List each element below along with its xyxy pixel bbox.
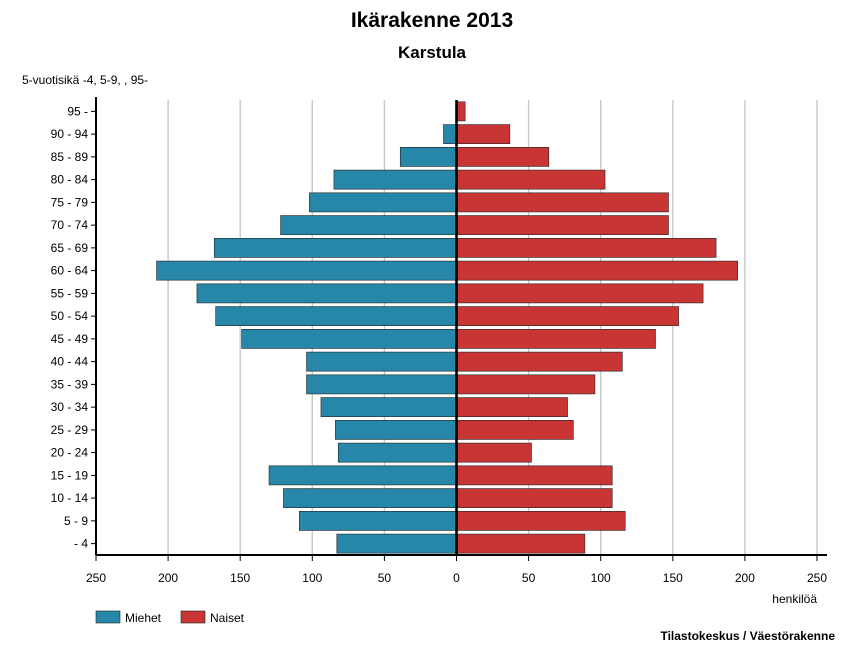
bar-naiset-90-94 <box>456 124 511 144</box>
bar-miehet-35-39 <box>306 374 457 395</box>
chart-title: Ikärakenne 2013 <box>351 9 513 32</box>
bar-naiset-10-14 <box>456 488 613 508</box>
bar-naiset-45-49 <box>456 329 656 349</box>
x-tick-label-p100: 100 <box>591 571 611 585</box>
x-tick-label-m150: 150 <box>230 571 250 585</box>
y-tick-label-40-44: 40 - 44 <box>51 355 89 369</box>
bar-naiset-4 <box>456 533 586 554</box>
legend-label-miehet: Miehet <box>125 611 162 625</box>
y-tick-label-60-64: 60 - 64 <box>51 264 89 278</box>
bar-miehet-70-74 <box>280 215 457 235</box>
bar-naiset-15-19 <box>456 465 613 486</box>
y-tick-label-35-39: 35 - 39 <box>51 377 89 391</box>
y-tick-label-5-9: 5 - 9 <box>64 514 88 528</box>
y-tick-label-15-19: 15 - 19 <box>51 468 89 482</box>
bar-miehet-50-54 <box>215 306 457 326</box>
y-tick-label-65-69: 65 - 69 <box>51 241 89 255</box>
x-tick-label-p250: 250 <box>807 571 827 585</box>
y-tick-label-45-49: 45 - 49 <box>51 332 89 346</box>
bar-miehet-55-59 <box>196 283 457 304</box>
y-tick-label-95: 95 - <box>67 104 88 118</box>
y-tick-label-90-94: 90 - 94 <box>51 127 89 141</box>
y-tick-label-4: - 4 <box>74 537 88 551</box>
bar-naiset-70-74 <box>456 215 669 235</box>
x-axis-label: henkilöä <box>772 592 817 606</box>
y-tick-label-10-14: 10 - 14 <box>51 491 89 505</box>
bar-naiset-60-64 <box>456 260 738 281</box>
bar-miehet-15-19 <box>268 465 457 486</box>
bar-miehet-45-49 <box>241 329 457 349</box>
y-tick-label-85-89: 85 - 89 <box>51 150 89 164</box>
bar-miehet-85-89 <box>399 147 457 167</box>
source-note: Tilastokeskus / Väestörakenne <box>660 629 835 643</box>
bar-naiset-75-79 <box>456 192 669 213</box>
y-tick-label-25-29: 25 - 29 <box>51 423 89 437</box>
bar-naiset-65-69 <box>456 238 717 258</box>
legend-swatch-naiset <box>180 610 206 624</box>
legend-label-naiset: Naiset <box>210 611 245 625</box>
legend: Miehet Naiset <box>95 610 245 625</box>
tick-labels: 95 - 90 - 94 85 - 89 80 - 84 75 - 79 70 - 74 6… <box>51 104 828 585</box>
bar-miehet-10-14 <box>283 488 457 508</box>
bar-miehet-30-34 <box>320 397 457 417</box>
y-tick-label-80-84: 80 - 84 <box>51 173 89 187</box>
bar-naiset-30-34 <box>456 397 568 417</box>
bar-miehet-4 <box>336 533 457 554</box>
bar-naiset-55-59 <box>456 283 704 304</box>
x-tick-label-m100: 100 <box>302 571 322 585</box>
x-tick-label-m250: 250 <box>86 571 106 585</box>
bar-naiset-80-84 <box>456 169 606 190</box>
bar-miehet-5-9 <box>299 511 457 531</box>
axes <box>91 97 827 561</box>
bar-naiset-20-24 <box>456 442 532 463</box>
bar-miehet-80-84 <box>333 169 457 190</box>
legend-swatch-miehet <box>95 610 121 624</box>
bar-naiset-25-29 <box>456 420 574 440</box>
x-tick-label-p200: 200 <box>735 571 755 585</box>
bar-miehet-20-24 <box>337 442 457 463</box>
bar-miehet-25-29 <box>335 420 457 440</box>
bar-miehet-40-44 <box>306 351 457 372</box>
bar-naiset-35-39 <box>456 374 596 395</box>
y-tick-label-30-34: 30 - 34 <box>51 400 89 414</box>
bar-naiset-5-9 <box>456 511 626 531</box>
bar-miehet-65-69 <box>213 238 457 258</box>
x-tick-label-m50: 50 <box>378 571 392 585</box>
bar-naiset-40-44 <box>456 351 623 372</box>
x-tick-label-p0: 0 <box>453 571 460 585</box>
chart-subtitle: Karstula <box>398 43 467 62</box>
y-tick-label-70-74: 70 - 74 <box>51 218 89 232</box>
bar-naiset-85-89 <box>456 147 550 167</box>
y-axis-label: 5-vuotisikä -4, 5-9, , 95- <box>22 73 148 87</box>
y-tick-label-75-79: 75 - 79 <box>51 195 89 209</box>
x-tick-label-m200: 200 <box>158 571 178 585</box>
y-tick-label-55-59: 55 - 59 <box>51 286 89 300</box>
bar-naiset-50-54 <box>456 306 679 326</box>
y-tick-label-50-54: 50 - 54 <box>51 309 89 323</box>
bars <box>156 101 738 554</box>
x-tick-label-p50: 50 <box>522 571 536 585</box>
bar-miehet-75-79 <box>309 192 457 213</box>
bar-miehet-90-94 <box>443 124 457 144</box>
bar-miehet-60-64 <box>156 260 457 281</box>
x-tick-label-p150: 150 <box>663 571 683 585</box>
y-tick-label-20-24: 20 - 24 <box>51 446 89 460</box>
